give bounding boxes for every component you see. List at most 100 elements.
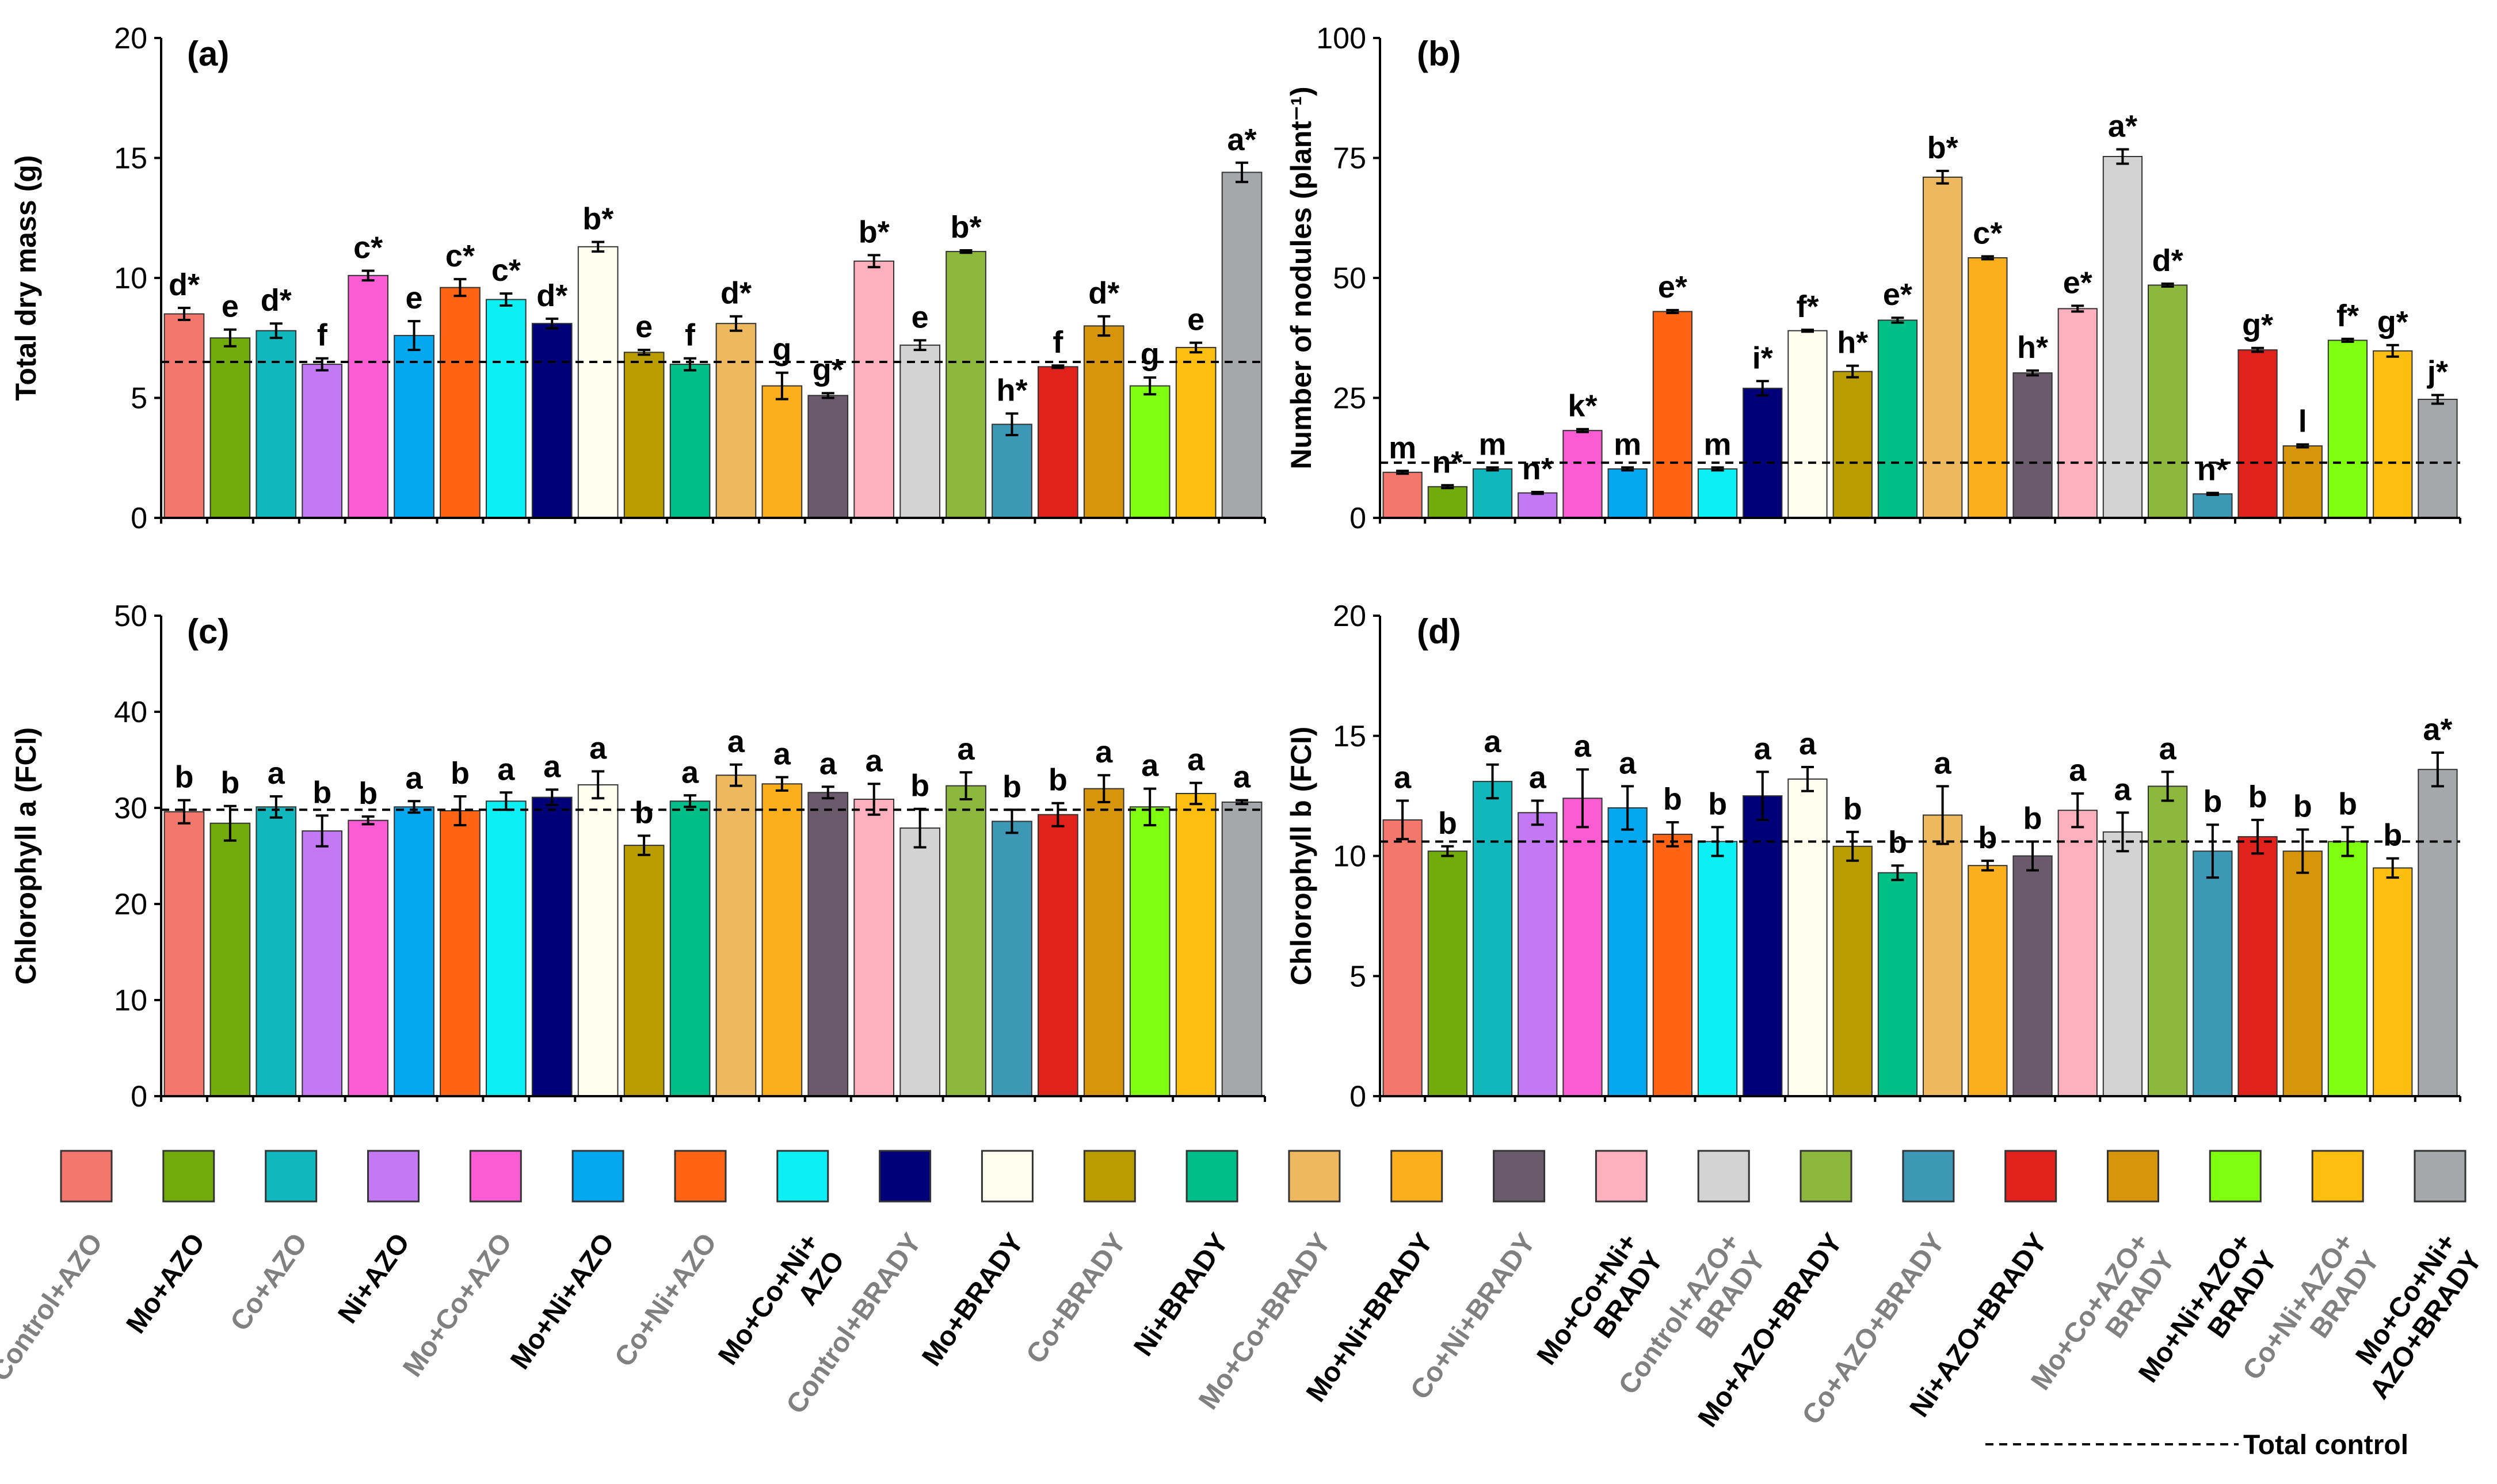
bar [1607,468,1648,519]
bar [209,337,251,519]
y-tick-label: 5 [1349,960,1366,993]
significance-letter: m [1704,427,1732,461]
color-legend: Control+AZO Mo+AZO Co+AZO Ni+AZOMo+Co+AZOMo… [0,1150,2488,1433]
y-tick-label: 20 [1333,600,1366,633]
bar [486,800,527,1097]
legend-label: Mo+AZO [120,1228,211,1339]
panel-b-chart: m n*mn*k*me*mi*f*h*e*b*c*h*e*a*d*n*g*lf* g… [1285,22,2461,535]
legend-swatch [60,1150,113,1203]
bar [899,344,941,518]
significance-letter: m [1479,427,1507,461]
bar [2012,372,2053,518]
bar [486,299,527,518]
bar [715,323,757,518]
bar [2373,867,2413,1097]
significance-letter: n* [1522,452,1553,486]
bar [209,822,251,1097]
significance-letter: a [1394,761,1412,795]
bar [761,385,803,518]
significance-letter: a [1619,746,1637,780]
significance-letter: f* [1796,289,1819,324]
significance-letter: l [2298,404,2307,438]
bar [1175,346,1217,519]
bar [348,274,388,518]
y-tick-label: 20 [114,888,147,921]
y-tick-label: 10 [114,262,147,295]
bar [1697,841,1738,1097]
significance-letter: g* [2242,308,2273,342]
bar [2282,445,2323,519]
significance-letter: a* [2108,109,2137,144]
legend-swatch [2004,1150,2057,1203]
significance-letter: a [1233,760,1251,795]
bar [1518,812,1558,1097]
bar [1221,171,1263,518]
significance-letter: a* [1227,123,1257,157]
bar [669,364,711,518]
y-axis-title: Total dry mass (g) [10,155,42,401]
bar [715,775,757,1097]
significance-letter: b* [859,215,890,249]
significance-letter: d* [536,279,567,313]
panel-label: (b) [1417,35,1461,73]
bar [853,260,895,518]
bar [899,827,941,1097]
significance-letter: a [1754,731,1772,766]
significance-letter: b [2293,789,2312,824]
legend-label-line: Mo+AZO [120,1228,211,1339]
bar [302,830,342,1097]
significance-letter: e [406,281,423,315]
significance-letter: g [1141,337,1160,372]
y-tick-label: 5 [131,382,147,415]
significance-letter: a [2069,753,2087,788]
significance-letter: b [2203,784,2222,819]
significance-letter: e* [1658,270,1687,304]
legend-swatch [1697,1150,1750,1203]
bar [2327,339,2368,519]
bar [577,784,619,1097]
y-axis-title: Chlorophyll a (FCI) [10,727,42,985]
bar [1427,850,1467,1097]
bar [1832,845,1873,1097]
significance-letter: c* [491,253,521,288]
legend-label-line: Co+Ni+AZO [609,1228,723,1372]
significance-letter: h* [1837,326,1868,360]
bar [1877,872,1918,1097]
bar [946,251,986,518]
y-tick-label: 10 [1333,840,1366,873]
bar [1743,795,1783,1097]
y-tick-label: 30 [114,792,147,825]
legend-label: Ni+BRADY [1128,1228,1234,1361]
significance-letter: a [727,724,745,759]
legend-label: Mo+BRADY [916,1228,1030,1372]
bar [2148,785,2188,1097]
significance-letter: b [2338,787,2357,821]
significance-letter: b [1049,763,1068,798]
bar [1968,257,2008,518]
bar [2418,399,2458,518]
significance-letter: a [866,743,883,778]
significance-letter: a [773,737,791,772]
significance-letter: e [912,300,929,334]
bar [394,335,434,518]
legend-swatch [265,1150,318,1203]
legend-label: Mo+Co+AZO [397,1228,518,1383]
legend-swatch [1185,1150,1238,1203]
legend-swatch [1288,1150,1341,1203]
panel-label: (d) [1417,612,1461,651]
significance-letter: f* [2336,299,2359,333]
bar [1221,802,1263,1097]
y-tick-label: 40 [114,696,147,729]
significance-letter: m [1389,430,1416,465]
significance-letter: b [2023,802,2042,836]
significance-letter: j* [2427,355,2448,390]
legend-label: Ni+AZO [332,1228,415,1329]
legend-label: Co+BRADY [1020,1228,1132,1369]
legend-swatch [879,1150,932,1203]
significance-letter: d* [261,283,292,318]
bar [531,323,573,518]
bar [1382,471,1423,518]
bar [807,395,849,518]
